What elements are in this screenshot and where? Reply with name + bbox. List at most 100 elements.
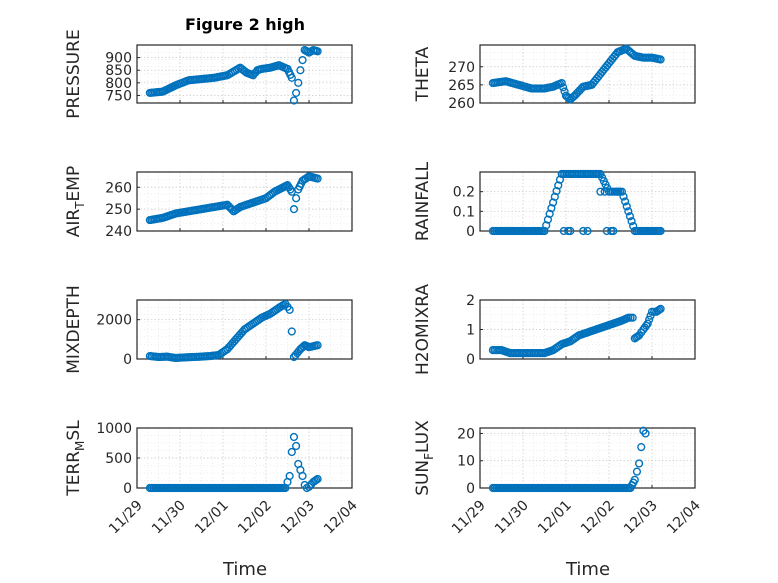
data-point bbox=[312, 475, 321, 485]
data-point bbox=[656, 226, 665, 236]
data-point bbox=[298, 471, 307, 481]
axes-frame bbox=[136, 171, 353, 232]
data-point bbox=[619, 192, 628, 201]
x-tick-label: 12/02 bbox=[578, 498, 618, 538]
y-tick-label: 0 bbox=[123, 352, 132, 368]
data-point bbox=[621, 197, 630, 206]
x-tick-label: 12/04 bbox=[321, 497, 361, 537]
data-point bbox=[285, 471, 294, 481]
y-axis-label: MIXDEPTH bbox=[64, 285, 84, 374]
y-tick-label: 0 bbox=[123, 481, 132, 497]
y-tick-label: 500 bbox=[105, 451, 132, 467]
data-point bbox=[287, 327, 296, 336]
y-tick-label: 240 bbox=[105, 224, 132, 240]
y-tick-label: 250 bbox=[105, 202, 132, 218]
data-point bbox=[656, 304, 665, 313]
axes-frame bbox=[136, 299, 353, 360]
data-point bbox=[313, 47, 322, 56]
data-point bbox=[630, 475, 639, 484]
y-axis-label: TERRMSL bbox=[64, 420, 87, 497]
data-point bbox=[600, 187, 609, 196]
axes-frame bbox=[479, 44, 696, 104]
y-tick-label: 800 bbox=[105, 76, 132, 92]
data-point bbox=[624, 207, 633, 216]
data-point bbox=[583, 226, 592, 236]
data-point bbox=[641, 429, 650, 438]
data-point bbox=[285, 305, 294, 314]
data-point bbox=[313, 474, 322, 484]
x-tick-label: 12/03 bbox=[621, 498, 661, 538]
data-point bbox=[289, 96, 299, 105]
data-point bbox=[292, 194, 301, 203]
y-tick-label: 260 bbox=[105, 180, 132, 196]
y-tick-label: 1 bbox=[466, 323, 475, 339]
subplot-2: 260 265 270 THETA bbox=[413, 44, 696, 112]
y-tick-label: 0 bbox=[466, 224, 475, 240]
y-tick-label: 0 bbox=[466, 481, 475, 497]
y-axis-label: AIRTEMP bbox=[64, 166, 87, 237]
data-point bbox=[609, 226, 618, 236]
y-axis-label: SUNFLUX bbox=[413, 420, 436, 496]
y-tick-label: 0 bbox=[466, 352, 475, 368]
x-tick-label: 12/01 bbox=[535, 498, 575, 538]
y-axis-label: RAINFALL bbox=[413, 161, 433, 241]
y-tick-label: 265 bbox=[448, 78, 475, 94]
data-point bbox=[634, 459, 644, 468]
data-point bbox=[579, 226, 588, 236]
data-point bbox=[596, 187, 605, 196]
x-tick-label: 12/01 bbox=[192, 498, 232, 538]
data-point bbox=[313, 341, 322, 350]
y-tick-label: 900 bbox=[105, 51, 132, 67]
subplot-8: 11/29 11/30 12/01 12/02 12/03 12/04 0 10 20 SUNFL… bbox=[413, 420, 704, 538]
y-tick-label: 850 bbox=[105, 63, 132, 79]
x-tick-label: 11/30 bbox=[149, 498, 189, 538]
data-point bbox=[304, 482, 314, 491]
subplot-6: 0 1 2 H2OMIXRA bbox=[413, 284, 696, 375]
data-point bbox=[559, 83, 568, 92]
y-tick-label: 260 bbox=[448, 96, 475, 112]
y-tick-label: 20 bbox=[457, 426, 475, 442]
x-tick-label: 12/02 bbox=[235, 498, 275, 538]
data-point bbox=[289, 205, 299, 214]
data-point bbox=[294, 78, 303, 87]
data-point bbox=[287, 447, 296, 457]
y-tick-label: 270 bbox=[448, 60, 475, 76]
y-tick-label: 1000 bbox=[96, 421, 132, 437]
subplot-7: 11/29 11/30 12/01 12/02 12/03 12/04 0 500 1000 TE… bbox=[64, 420, 361, 538]
subplot-3: 240 250 260 AIRTEMP bbox=[64, 166, 353, 240]
x-axis-label-right: Time bbox=[565, 559, 610, 580]
data-point bbox=[287, 73, 296, 82]
data-point bbox=[292, 441, 301, 451]
subplot-4: 0 0.1 0.2 RAINFALL bbox=[413, 161, 696, 241]
data-point bbox=[557, 78, 566, 88]
y-axis-label: THETA bbox=[413, 46, 433, 102]
data-point bbox=[643, 319, 652, 328]
data-point bbox=[627, 217, 636, 226]
y-tick-label: 2000 bbox=[96, 313, 132, 329]
figure-title: Figure 2 high bbox=[185, 15, 305, 34]
data-point bbox=[632, 467, 642, 476]
x-tick-label: 12/04 bbox=[664, 497, 704, 537]
data-point bbox=[645, 315, 654, 324]
subplot-5: 0 2000 MIXDEPTH bbox=[64, 285, 353, 374]
y-tick-label: 0.1 bbox=[453, 204, 475, 220]
data-point bbox=[591, 169, 601, 179]
data-point bbox=[637, 442, 646, 452]
y-tick-label: 750 bbox=[105, 88, 132, 104]
y-tick-label: 0.2 bbox=[453, 185, 475, 201]
data-point bbox=[289, 432, 299, 442]
y-tick-label: 2 bbox=[466, 293, 475, 309]
data-point bbox=[617, 187, 627, 196]
data-point bbox=[298, 56, 307, 65]
y-tick-label: 10 bbox=[457, 454, 475, 470]
x-tick-label: 11/29 bbox=[449, 498, 489, 538]
data-point bbox=[613, 187, 622, 196]
axes-frame bbox=[479, 299, 696, 360]
x-axis-label-left: Time bbox=[222, 559, 267, 580]
data-point bbox=[296, 66, 305, 75]
x-tick-label: 11/29 bbox=[106, 498, 146, 538]
y-axis-label: PRESSURE bbox=[64, 29, 84, 118]
